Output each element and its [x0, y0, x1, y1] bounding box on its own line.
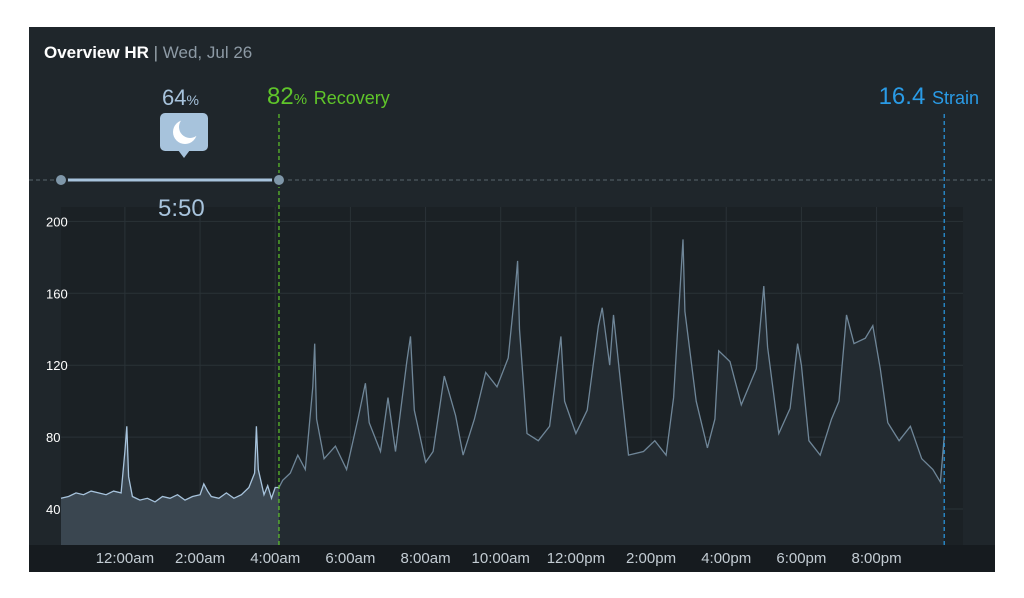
strain-value: 16.4	[878, 83, 926, 110]
y-tick-label-1: 160	[46, 286, 68, 301]
x-tick-label-7: 2:00pm	[626, 550, 676, 567]
title-separator: |	[153, 43, 159, 62]
sleep-start-handle[interactable]	[54, 173, 68, 187]
x-tick-label-2: 4:00am	[250, 550, 300, 567]
x-tick-label-5: 10:00am	[472, 550, 530, 567]
sleep-area	[61, 426, 279, 545]
recovery-unit: %	[293, 91, 308, 108]
hr-area	[61, 239, 945, 545]
x-tick-label-4: 8:00am	[401, 550, 451, 567]
y-tick-label-3: 80	[46, 430, 60, 445]
sleep-percent-value: 64	[162, 85, 187, 110]
chart-title: Overview HR	[44, 43, 149, 62]
hr-series-line	[278, 239, 945, 488]
recovery-label[interactable]: 82% Recovery	[267, 83, 390, 111]
x-tick-label-3: 6:00am	[325, 550, 375, 567]
x-tick-label-8: 4:00pm	[701, 550, 751, 567]
y-tick-label-0: 200	[46, 214, 68, 229]
hr-chart: 200 160 120 80 40 12:00am 2:00am 4:00am 6:00am 8…	[29, 114, 995, 572]
x-axis-band	[29, 545, 995, 572]
sleep-duration: 5:50	[158, 195, 205, 222]
y-tick-label-2: 120	[46, 358, 68, 373]
sleep-percent-unit: %	[186, 92, 199, 108]
moon-icon[interactable]	[159, 112, 209, 160]
date-label[interactable]: Wed, Jul 26	[162, 43, 253, 62]
x-tick-label-9: 6:00pm	[776, 550, 826, 567]
x-tick-label-6: 12:00pm	[547, 550, 605, 567]
recovery-text: Recovery	[313, 88, 390, 108]
x-tick-label-1: 2:00am	[175, 550, 225, 567]
y-tick-label-4: 40	[46, 502, 60, 517]
x-tick-label-10: 8:00pm	[852, 550, 902, 567]
sleep-percent: 64%	[162, 85, 199, 111]
recovery-value: 82	[267, 83, 294, 110]
hr-sleep-line	[60, 426, 279, 503]
hr-overview-panel: 200 160 120 80 40 12:00am 2:00am 4:00am 6:00am 8…	[29, 27, 995, 572]
strain-label[interactable]: 16.4 Strain	[879, 83, 979, 111]
strain-text: Strain	[931, 88, 979, 108]
sleep-end-handle[interactable]	[271, 173, 286, 187]
x-tick-label-0: 12:00am	[96, 550, 154, 567]
page-title: Overview HR | Wed, Jul 26	[44, 43, 252, 63]
